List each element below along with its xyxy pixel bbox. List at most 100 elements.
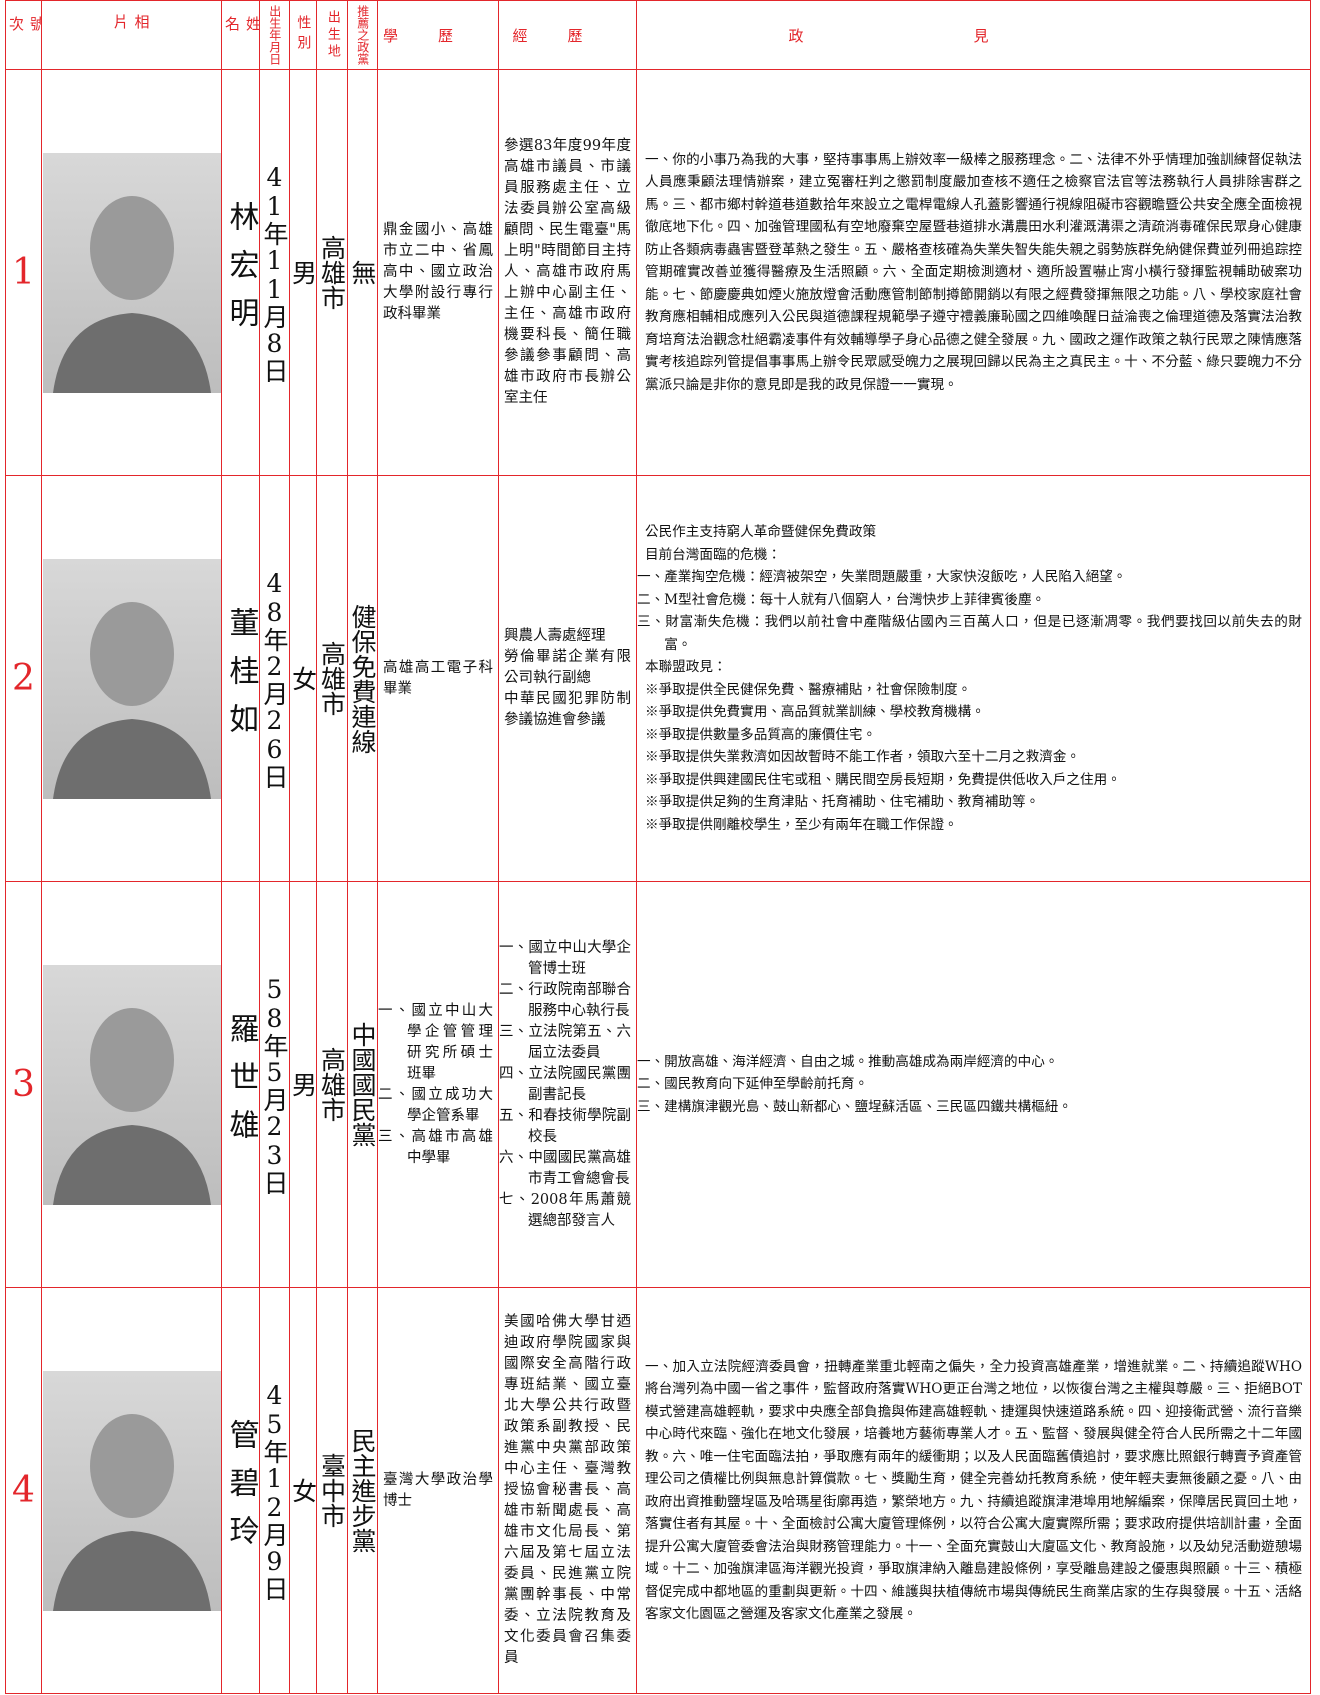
platform-line: 目前台灣面臨的危機： [645,546,781,563]
candidate-number: 4 [12,1470,35,1511]
platform-line: 二、國民教育向下延伸至學齡前托育。 [637,1076,869,1093]
experience-line: 中華民國犯罪防制參議協進會參議 [504,691,631,728]
photo-silhouette [52,195,211,393]
platform-line: 三、建構旗津觀光島、鼓山新都心、鹽埕蘇活區、三民區四鐵共構樞紐。 [637,1098,1073,1115]
candidate-row: 4 管碧玲 45年12月9日女臺中市 民主進步黨 臺灣大學政治學博士 美國哈佛大學甘迺迪政… [5,1287,1311,1694]
cell [41,881,222,1288]
cell: 41年11月8日 [259,69,290,476]
experience-line: 勞倫畢諾企業有限公司執行副總 [504,649,631,686]
header-cell: 出生年月日 [267,5,282,65]
candidate-number: 3 [12,1064,35,1105]
cell: 48年2月26日 [259,475,290,882]
cell: 高雄市 [316,881,348,1288]
experience-line: 興農人壽處經理 [504,628,606,644]
header-cell: 出生地 [324,9,340,61]
cell: 2 [5,475,42,882]
birth-date: 45年12月9日 [260,1380,289,1601]
candidate-row: 3 羅世雄 58年5月23日男高雄市 中國國民黨 一、國立中山大學企管管理研究所碩士班畢… [5,881,1311,1288]
party: 中國國民黨 [348,1022,377,1147]
header-cell: 推薦之政黨 [355,5,370,65]
cell: 無 [347,69,378,476]
education-line: 二、國立成功大學企管系畢 [378,1086,494,1124]
platform-line: ※爭取提供免費實用、高品質就業訓練、學校教育機構。 [645,704,985,720]
platform-line: ※爭取提供足夠的生育津貼、托育補助、住宅補助、教育補助等。 [645,794,1040,810]
cell [41,69,222,476]
header-cell: 政見 [788,26,1159,45]
header-cell: 性別 [295,15,312,55]
birth-date: 41年11月8日 [260,162,289,383]
header-cell: 姓名 [223,15,260,55]
cell [41,1287,222,1694]
cell: 民主進步黨 [347,1287,378,1694]
party: 民主進步黨 [348,1428,377,1553]
experience-line: 五、和春技術學院副校長 [499,1107,632,1145]
photo-silhouette [52,601,211,799]
platform-line: 公民作主支持窮人革命暨健保免費政策 [645,524,877,540]
education-line: 鼎金國小、高雄市立二中、省鳳高中、國立政治大學附設行專行政科畢業 [383,222,493,322]
cell: 臺灣大學政治學博士 [377,1287,499,1694]
cell: 羅世雄 [221,881,260,1288]
cell: 興農人壽處經理勞倫畢諾企業有限公司執行副總 中華民國犯罪防制參議協進會參議 [498,475,637,882]
education-line: 三、高雄市高雄中學畢 [378,1128,494,1166]
platform-line: ※爭取提供興建國民住宅或租、購民間空房長短期，免費提供低收入戶之住用。 [645,771,1121,788]
platform-line: 一、加入立法院經濟委員會，扭轉產業重北輕南之偏失，全力投資高雄產業，增進就業。二… [645,1358,1302,1623]
platform-line: 本聯盟政見： [645,659,727,675]
cell: 美國哈佛大學甘迺迪政府學院國家與國際安全高階行政專班結業、國立臺北大學公共行政暨… [498,1287,637,1694]
cell: 一、開放高雄、海洋經濟、自由之城。推動高雄成為兩岸經濟的中心。 二、國民教育向下延… [636,881,1311,1288]
header-cell: 相片 [111,13,151,57]
cell: 男 [289,69,317,476]
platform-line: ※爭取提供全民健保免費、醫療補貼，社會保險制度。 [645,681,972,698]
education-line: 臺灣大學政治學博士 [383,1471,493,1509]
candidate-name: 羅世雄 [223,1012,259,1157]
header-cell: 號次 [7,15,42,55]
gender: 女 [289,1478,317,1503]
candidate-photo [42,1370,221,1611]
gender: 男 [289,1072,317,1097]
candidate-photo [42,558,221,799]
experience-line: 三、立法院第五、六屆立法委員 [499,1023,632,1061]
birthplace: 臺中市 [317,1453,347,1528]
cell: 鼎金國小、高雄市立二中、省鳳高中、國立政治大學附設行專行政科畢業 [377,69,499,476]
cell: 高雄市 [316,475,348,882]
candidate-photo [42,152,221,393]
experience-line: 參選83年度99年度高雄市議員、市議員服務處主任、立法委員辦公室高級顧問、民生電… [504,138,631,406]
experience-line: 二、行政院南部聯合服務中心執行長 [499,981,632,1019]
experience-line: 一、國立中山大學企管博士班 [499,939,632,977]
cell: 中國國民黨 [347,881,378,1288]
header-row: 號次 相片 姓名 出生年月日 性別 出生地 推薦之政黨 學歷 經歷 政見 [5,0,1311,70]
cell: 45年12月9日 [259,1287,290,1694]
education-line: 一、國立中山大學企管管理研究所碩士班畢 [378,1002,494,1082]
photo-silhouette [52,1413,211,1611]
cell: 一、國立中山大學企管博士班 二、行政院南部聯合服務中心執行長 三、立法院第五、六屆立… [498,881,637,1288]
cell: 參選83年度99年度高雄市議員、市議員服務處主任、立法委員辦公室高級顧問、民生電… [498,69,637,476]
experience-line: 美國哈佛大學甘迺迪政府學院國家與國際安全高階行政專班結業、國立臺北大學公共行政暨… [504,1314,631,1666]
cell: 一、加入立法院經濟委員會，扭轉產業重北輕南之偏失，全力投資高雄產業，增進就業。二… [636,1287,1311,1694]
gender: 女 [289,666,317,691]
candidate-name: 管碧玲 [223,1418,259,1563]
cell: 男 [289,881,317,1288]
platform-line: 三、財富漸失危機：我們以前社會中產階級佔國內三百萬人口，但是已逐漸凋零。我們要找… [637,614,1303,653]
party: 無 [348,260,377,285]
cell: 健保免費連線 [347,475,378,882]
birth-date: 58年5月23日 [260,974,289,1195]
candidate-row: 2 董桂如 48年2月26日女高雄市 健保免費連線 高雄高工電子科畢業 興農人壽處經理 勞倫… [5,475,1311,882]
experience-line: 七、2008年馬蕭競選總部發言人 [499,1191,632,1229]
cell: 臺中市 [316,1287,348,1694]
birth-date: 48年2月26日 [260,568,289,789]
cell: 高雄高工電子科畢業 [377,475,499,882]
cell: 公民作主支持窮人革命暨健保免費政策 目前台灣面臨的危機： 一、產業掏空危機：經濟被架… [636,475,1311,882]
education-line: 高雄高工電子科畢業 [383,659,493,697]
cell: 4 [5,1287,42,1694]
candidate-row: 1 林宏明 41年11月8日男高雄市無鼎金國小、高雄市立二中、省鳳高中、國立政治大學… [5,69,1311,476]
cell: 一、國立中山大學企管管理研究所碩士班畢二、國立成功大學企管系畢 三、高雄市高雄中學… [377,881,499,1288]
candidate-table: 號次 相片 姓名 出生年月日 性別 出生地 推薦之政黨 學歷 經歷 政見 1 林宏… [5,0,1311,1694]
candidate-photo [42,964,221,1205]
birthplace: 高雄市 [317,1047,347,1122]
birthplace: 高雄市 [317,235,347,310]
experience-line: 六、中國國民黨高雄市青工會總會長 [499,1149,632,1187]
platform-line: 二、M型社會危機：每十人就有八個窮人，台灣快步上菲律賓後塵。 [637,591,1046,608]
cell: 一、你的小事乃為我的大事，堅持事事馬上辦效率一級棒之服務理念。二、法律不外乎情理… [636,69,1311,476]
cell [41,475,222,882]
experience-line: 四、立法院國民黨團副書記長 [499,1065,632,1103]
